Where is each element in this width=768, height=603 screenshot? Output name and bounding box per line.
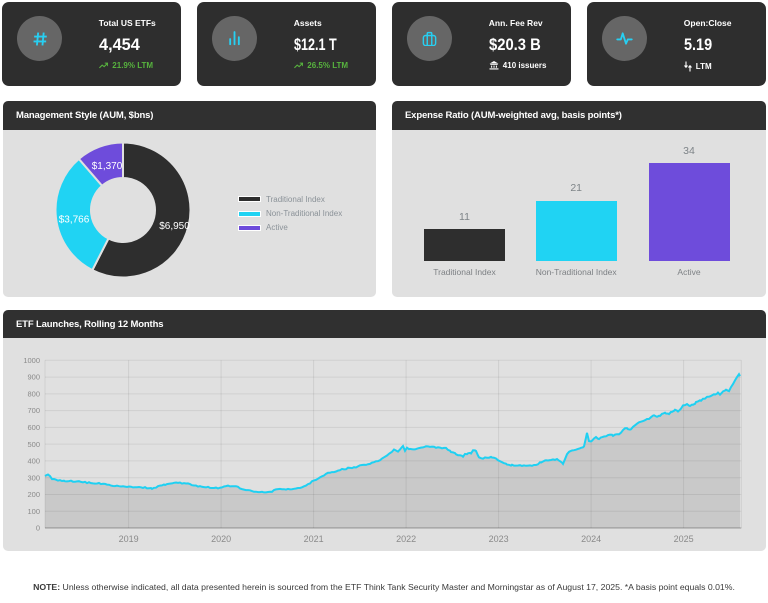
svg-text:2022: 2022 <box>396 534 416 544</box>
svg-text:900: 900 <box>27 373 40 382</box>
svg-text:1000: 1000 <box>23 356 40 365</box>
svg-text:$3,766: $3,766 <box>59 215 90 226</box>
svg-text:200: 200 <box>27 490 40 499</box>
svg-text:$1,370: $1,370 <box>92 161 123 172</box>
svg-text:2023: 2023 <box>489 534 509 544</box>
svg-text:400: 400 <box>27 457 40 466</box>
svg-text:300: 300 <box>27 473 40 482</box>
svg-text:600: 600 <box>27 423 40 432</box>
svg-text:100: 100 <box>27 507 40 516</box>
svg-text:800: 800 <box>27 389 40 398</box>
svg-text:700: 700 <box>27 406 40 415</box>
svg-text:2019: 2019 <box>119 534 139 544</box>
svg-text:2021: 2021 <box>304 534 324 544</box>
svg-text:2020: 2020 <box>211 534 231 544</box>
svg-text:2025: 2025 <box>674 534 694 544</box>
svg-text:$6,950: $6,950 <box>159 221 190 232</box>
svg-text:500: 500 <box>27 440 40 449</box>
svg-text:2024: 2024 <box>581 534 601 544</box>
svg-text:0: 0 <box>36 524 40 533</box>
